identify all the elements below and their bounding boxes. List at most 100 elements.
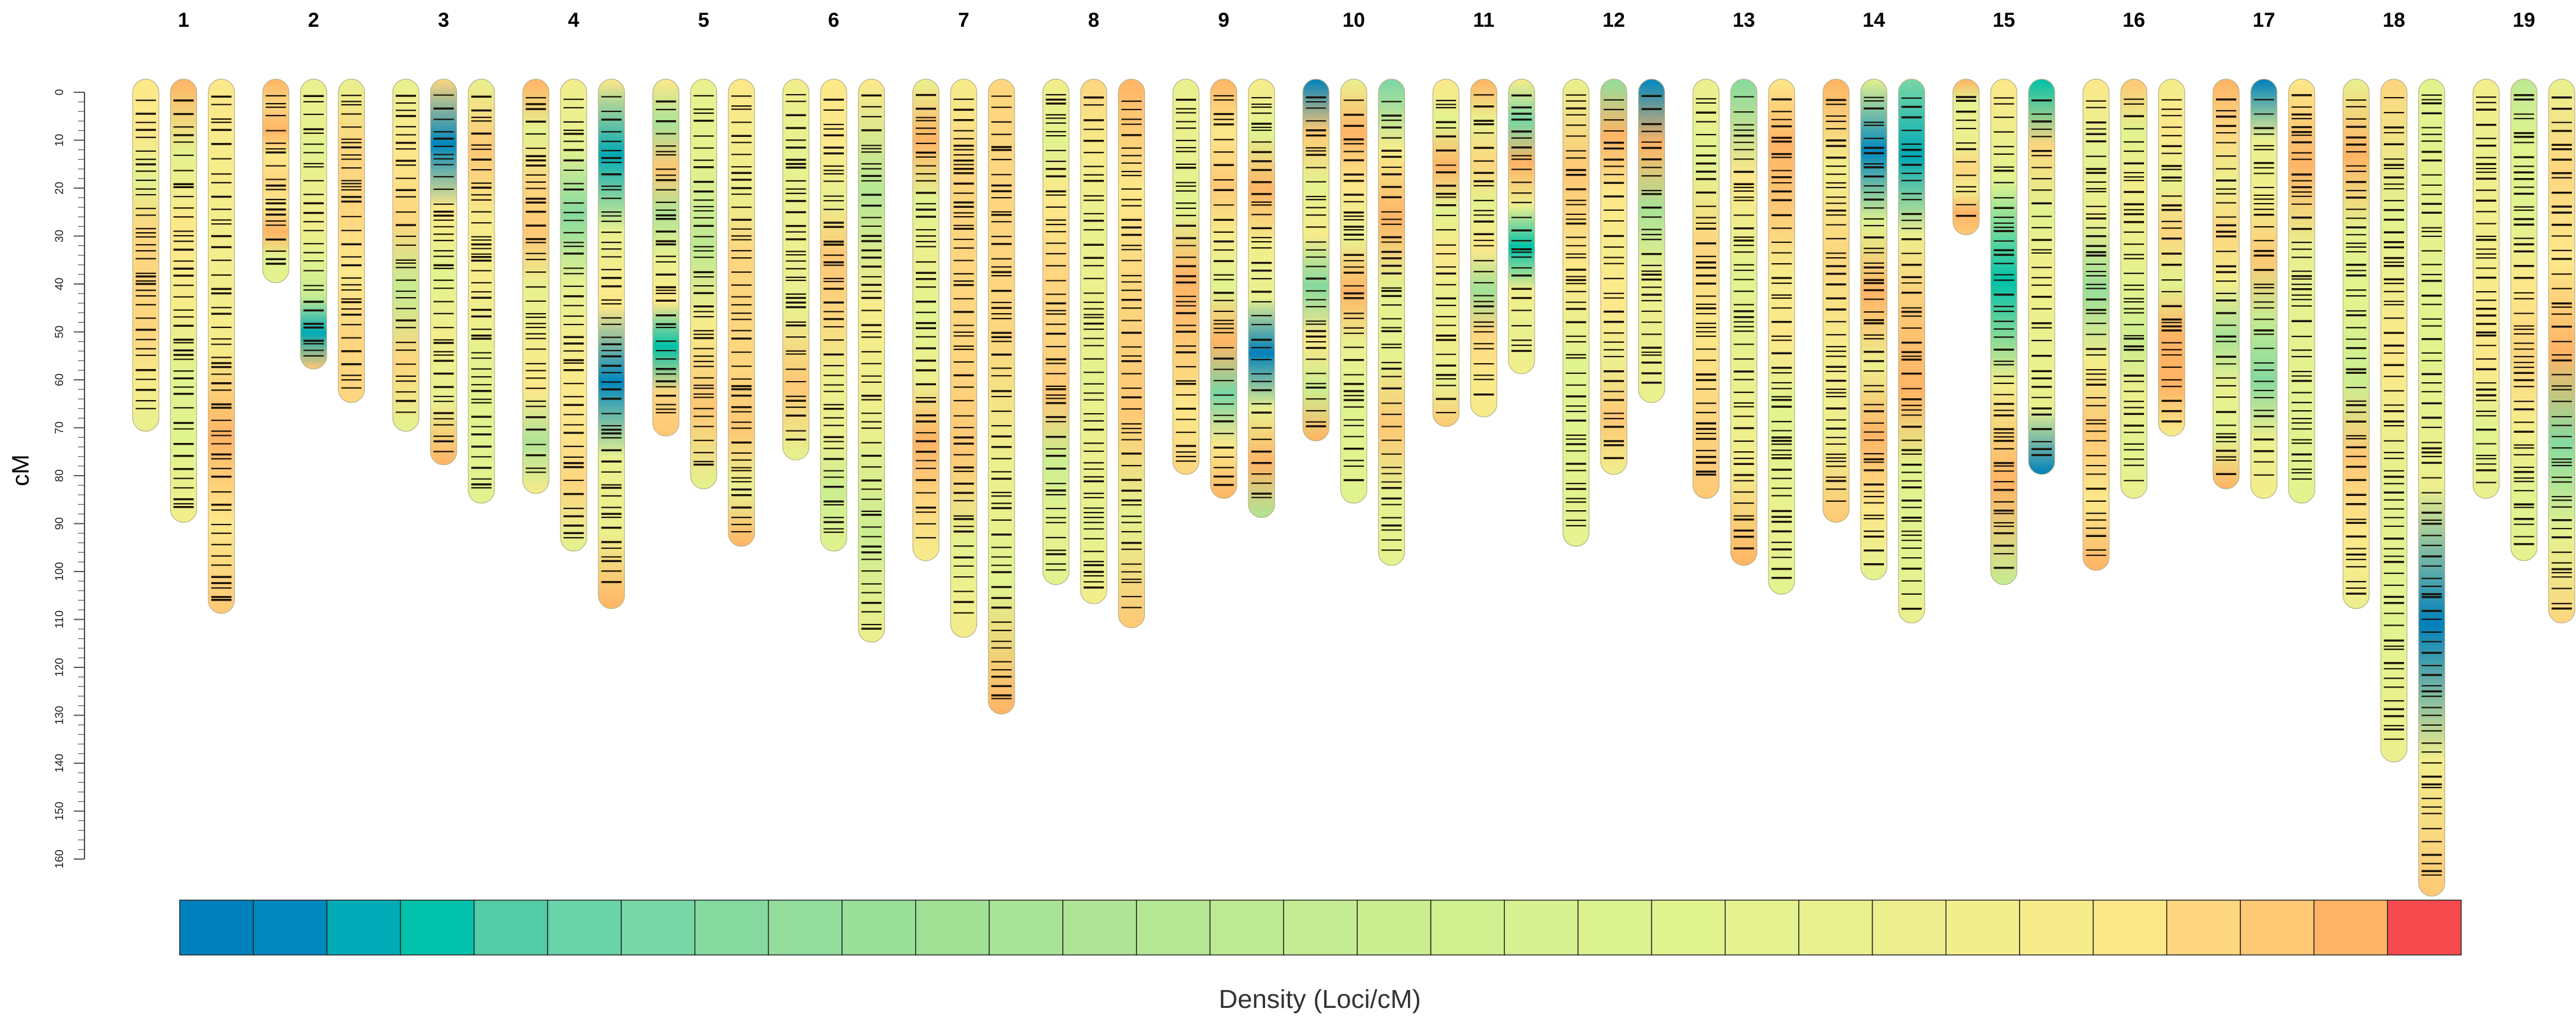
y-axis-title: cM <box>8 454 34 486</box>
chromosome-bar-group <box>1952 79 1980 235</box>
linkage-group-label: 8 <box>1088 9 1100 32</box>
y-tick-label: 50 <box>54 326 66 338</box>
chromosome-bar <box>1692 79 1720 499</box>
legend-swatch <box>915 900 990 956</box>
chromosome-bar <box>2082 79 2110 571</box>
legend-title: Density (Loci/cM) <box>1219 985 1421 1014</box>
chromosome-bar <box>912 79 940 561</box>
legend-swatch <box>547 900 622 956</box>
chromosome-bar-group <box>2510 79 2538 561</box>
chromosome-bar-group <box>988 79 1015 714</box>
chromosome-bar <box>262 79 290 283</box>
legend-swatch <box>1062 900 1137 956</box>
linkage-group-label: 15 <box>1993 9 2015 32</box>
y-tick-label: 150 <box>54 802 66 821</box>
chromosome-bar-group <box>430 79 458 466</box>
chromosome-bar-group <box>728 79 755 547</box>
chromosome-bar <box>300 79 327 370</box>
chromosome-bar-group <box>132 79 159 432</box>
chromosome-bar <box>2510 79 2538 561</box>
legend-swatch <box>2240 900 2315 956</box>
linkage-group-label: 9 <box>1218 9 1229 32</box>
chromosome-bar <box>1080 79 1107 604</box>
linkage-group-label: 4 <box>568 9 580 32</box>
legend-swatch <box>1577 900 1652 956</box>
legend-swatch <box>179 900 254 956</box>
chromosome-bar-group <box>1378 79 1406 566</box>
chromosome-bar <box>1248 79 1275 518</box>
y-axis: cM 0 10 20 30 40 50 60 70 80 90 100 110 120 130 140 150… <box>8 89 85 869</box>
chromosome-bar <box>337 79 365 403</box>
chromosome-bar <box>1562 79 1590 547</box>
chromosome-bar <box>950 79 978 638</box>
chromosome-bar <box>2342 79 2370 609</box>
y-tick-label: 0 <box>54 89 66 96</box>
legend-swatch <box>2387 900 2462 956</box>
linkage-group-label: 11 <box>1473 9 1495 32</box>
chromosome-bar-group <box>912 79 940 561</box>
chromosome-bar-group <box>1248 79 1275 518</box>
chromosome-bar-group <box>2380 79 2408 763</box>
y-tick-label: 130 <box>54 706 66 725</box>
chromosome-bar-group <box>1860 79 1888 580</box>
chromosome-bar-group <box>1562 79 1590 547</box>
chromosome-bar <box>1990 79 2018 585</box>
linkage-group-labels: 1 2 3 4 5 6 7 8 9 10 11 12 13 14 15 16 17 18 19 <box>178 9 2535 32</box>
y-tick-label: 140 <box>54 754 66 773</box>
legend-swatch <box>252 900 328 956</box>
chromosome-bar <box>1600 79 1627 475</box>
chromosome-bar <box>1340 79 1367 504</box>
chromosome-bar-group <box>1470 79 1498 417</box>
chromosome-bars <box>132 79 2575 897</box>
y-tick-label: 40 <box>54 277 66 290</box>
chromosome-bar <box>1118 79 1145 629</box>
chromosome-bar <box>1860 79 1888 580</box>
y-tick-label: 60 <box>54 373 66 386</box>
y-tick-label: 110 <box>54 610 66 628</box>
legend-swatch <box>1430 900 1505 956</box>
linkage-group-label: 12 <box>1602 9 1625 32</box>
chromosome-bar-group <box>782 79 810 461</box>
chromosome-bar-group <box>1080 79 1107 604</box>
chromosome-bar-group <box>1432 79 1460 427</box>
chromosome-bar <box>1378 79 1406 566</box>
chromosome-bar-group <box>208 79 235 614</box>
linkage-group-label: 13 <box>1733 9 1755 32</box>
legend-swatch <box>326 900 401 956</box>
chromosome-bar-group <box>262 79 290 283</box>
chromosome-bar-group <box>950 79 978 638</box>
linkage-group-label: 6 <box>828 9 840 32</box>
chromosome-bar-group <box>1638 79 1666 403</box>
chromosome-bar <box>468 79 495 504</box>
chromosome-bar <box>392 79 420 432</box>
chromosome-bar-group <box>690 79 718 489</box>
chromosome-bar <box>2288 79 2315 504</box>
chromosome-bar-group <box>300 79 327 370</box>
chromosome-bar-group <box>2212 79 2240 489</box>
chromosome-bar-group <box>2418 79 2446 897</box>
legend-swatch <box>473 900 549 956</box>
chromosome-bar-group <box>652 79 680 437</box>
chromosome-bar <box>1952 79 1980 235</box>
chromosome-bar <box>1638 79 1666 403</box>
linkage-group-label: 7 <box>958 9 969 32</box>
legend-swatch <box>1945 900 2020 956</box>
linkage-group-label: 17 <box>2253 9 2275 32</box>
chromosome-bar <box>2418 79 2446 897</box>
chromosome-bar <box>857 79 885 643</box>
chromosome-bar <box>2250 79 2278 499</box>
chromosome-bar-group <box>597 79 625 609</box>
chromosome-bar <box>2548 79 2575 624</box>
linkage-group-label: 18 <box>2383 9 2405 32</box>
legend-swatch <box>2166 900 2241 956</box>
legend-swatch <box>2313 900 2389 956</box>
legend-swatch <box>1651 900 1726 956</box>
legend-swatch <box>1136 900 1211 956</box>
chromosome-bar-group <box>522 79 550 494</box>
legend-swatch <box>1209 900 1284 956</box>
legend-swatch <box>1504 900 1579 956</box>
chromosome-bar-group <box>170 79 198 523</box>
chromosome-bar-group <box>392 79 420 432</box>
chromosome-bar-group <box>2548 79 2575 624</box>
chromosome-bar-group <box>1042 79 1070 585</box>
